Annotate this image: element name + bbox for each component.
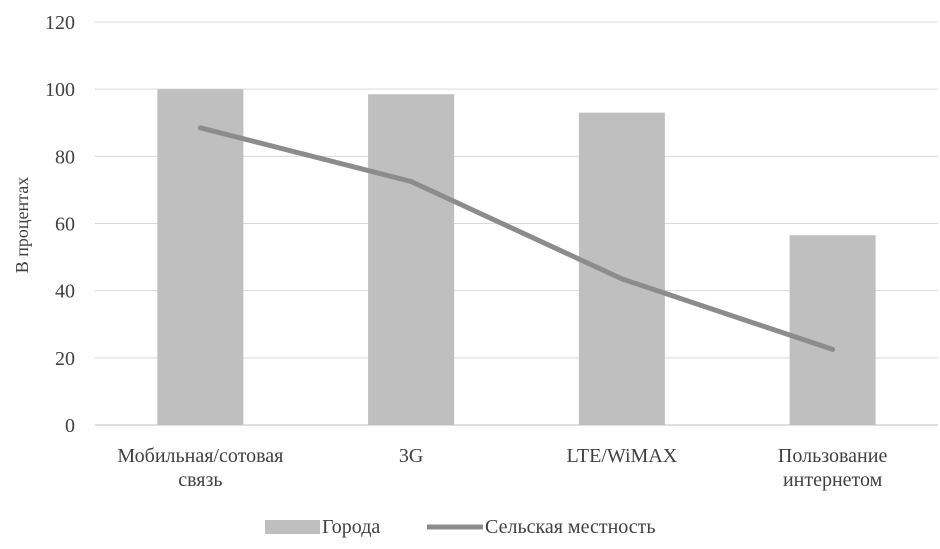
y-tick-label-40: 40 — [55, 281, 75, 303]
y-tick-label-0: 0 — [65, 415, 75, 437]
x-tick-label-1: 3G — [399, 445, 423, 467]
y-tick-label-60: 60 — [55, 214, 75, 236]
line-rural — [200, 128, 832, 350]
y-tick-label-20: 20 — [55, 348, 75, 370]
x-tick-label-2: LTE/WiMAX — [567, 445, 678, 467]
legend-label-rural: Сельская местность — [485, 516, 656, 538]
legend: Города Сельская местность — [265, 516, 656, 538]
rural-line — [200, 128, 832, 350]
y-axis-ticks: 0 20 40 60 80 100 120 — [45, 12, 75, 437]
city-bars — [157, 89, 875, 425]
y-tick-label-80: 80 — [55, 146, 75, 168]
y-tick-label-120: 120 — [45, 12, 75, 34]
bar-cities-2 — [579, 113, 665, 425]
y-axis-label: В процентах — [12, 177, 32, 273]
y-tick-label-100: 100 — [45, 79, 75, 101]
bar-cities-0 — [157, 89, 243, 425]
bar-cities-1 — [368, 94, 454, 425]
bar-cities-3 — [790, 235, 876, 425]
legend-swatch-cities — [265, 520, 320, 534]
legend-label-cities: Города — [322, 516, 380, 538]
